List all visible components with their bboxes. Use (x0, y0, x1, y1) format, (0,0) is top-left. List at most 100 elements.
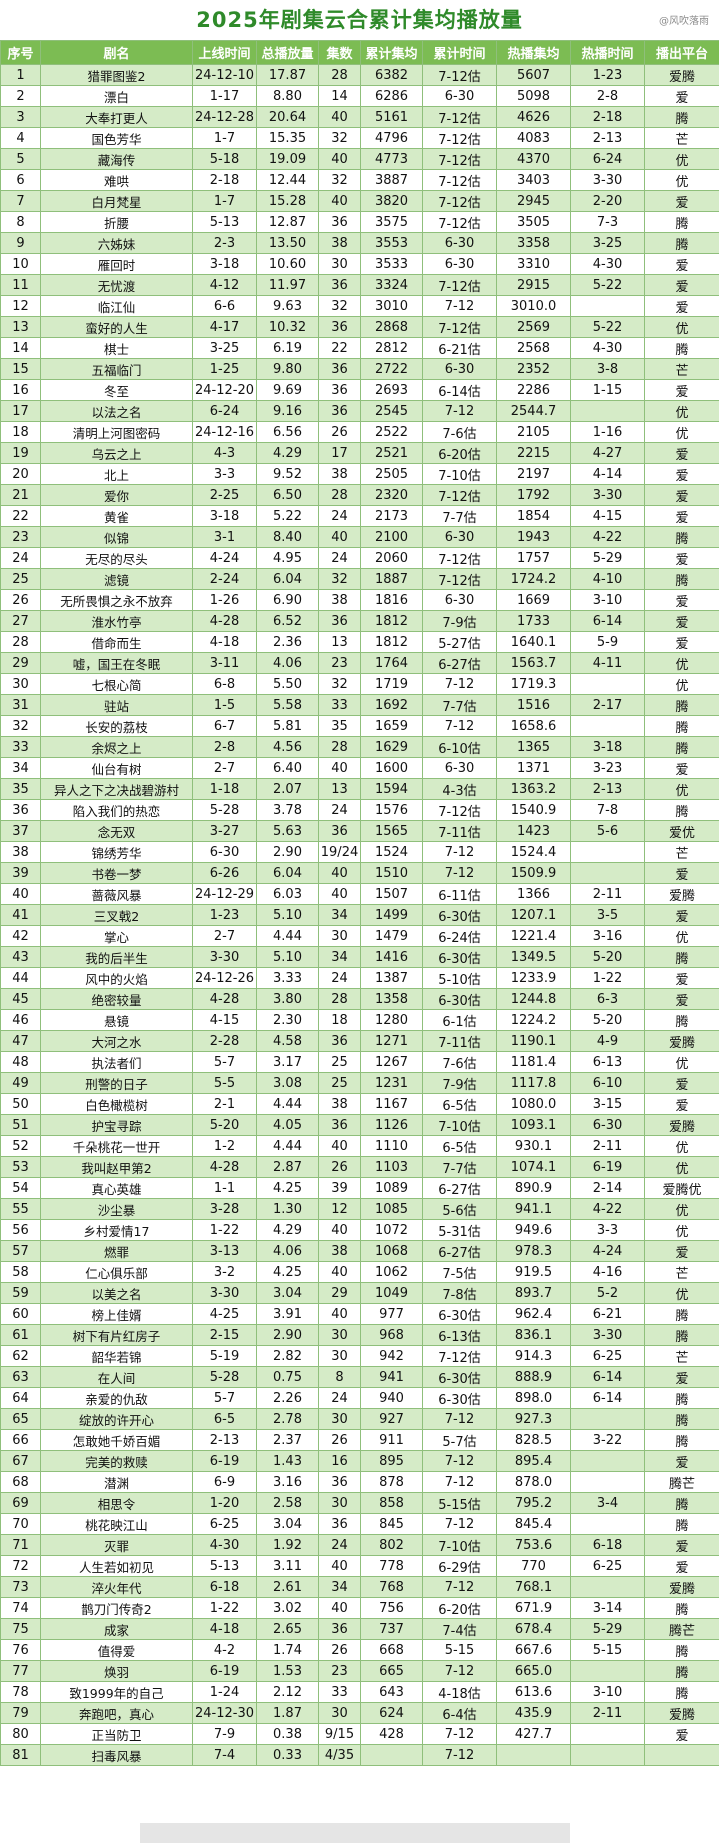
cell-peak-date: 7-3 (570, 211, 645, 233)
cell-peak-avg: 1224.2 (496, 1009, 571, 1031)
cell-cumulative-date: 7-5估 (422, 1261, 497, 1283)
cell-total-views: 2.26 (256, 1387, 319, 1409)
cell-cumulative-avg: 428 (360, 1723, 423, 1745)
cell-release-date: 3-25 (192, 337, 257, 359)
cell-release-date: 3-18 (192, 505, 257, 527)
cell-cumulative-date: 7-12估 (422, 211, 497, 233)
cell-title: 黄雀 (40, 505, 193, 527)
table-row: 42 掌心 2-7 4.44 30 1479 6-24估 1221.4 3-16 优 (0, 925, 719, 947)
cell-peak-avg: 1640.1 (496, 631, 571, 653)
cell-total-views: 8.80 (256, 85, 319, 107)
cell-cumulative-avg: 2505 (360, 463, 423, 485)
cell-total-views: 8.40 (256, 526, 319, 548)
cell-index: 27 (0, 610, 41, 632)
cell-index: 50 (0, 1093, 41, 1115)
cell-index: 32 (0, 715, 41, 737)
cell-platform: 爱腾 (644, 1702, 719, 1724)
cell-peak-date: 1-23 (570, 64, 645, 86)
cell-index: 36 (0, 799, 41, 821)
cell-cumulative-date: 6-30估 (422, 946, 497, 968)
cell-cumulative-avg: 1167 (360, 1093, 423, 1115)
cell-peak-date: 6-10 (570, 1072, 645, 1094)
cell-episodes: 26 (318, 1639, 361, 1661)
cell-peak-avg: 3403 (496, 169, 571, 191)
cell-title: 余烬之上 (40, 736, 193, 758)
cell-total-views: 0.75 (256, 1366, 319, 1388)
cell-title: 我的后半生 (40, 946, 193, 968)
cell-total-views: 0.33 (256, 1744, 319, 1766)
cell-title: 焕羽 (40, 1660, 193, 1682)
cell-total-views: 6.04 (256, 862, 319, 884)
cell-index: 58 (0, 1261, 41, 1283)
cell-peak-date: 4-11 (570, 652, 645, 674)
cell-cumulative-date: 6-14估 (422, 379, 497, 401)
cell-episodes: 36 (318, 1513, 361, 1535)
cell-title: 书卷一梦 (40, 862, 193, 884)
cell-platform: 爱 (644, 757, 719, 779)
cell-episodes: 36 (318, 316, 361, 338)
cell-cumulative-avg: 1267 (360, 1051, 423, 1073)
table-row: 51 护宝寻踪 5-20 4.05 36 1126 7-10估 1093.1 6-30 爱腾 (0, 1114, 719, 1136)
cell-platform: 爱 (644, 442, 719, 464)
cell-platform: 爱 (644, 379, 719, 401)
cell-cumulative-avg: 1812 (360, 631, 423, 653)
cell-platform: 优 (644, 652, 719, 674)
cell-peak-avg: 3358 (496, 232, 571, 254)
table-row: 80 正当防卫 7-9 0.38 9/15 428 7-12 427.7 爱 (0, 1723, 719, 1745)
cell-episodes: 8 (318, 1366, 361, 1388)
cell-index: 72 (0, 1555, 41, 1577)
cell-platform: 腾 (644, 736, 719, 758)
cell-total-views: 12.44 (256, 169, 319, 191)
cell-cumulative-date: 7-10估 (422, 463, 497, 485)
cell-cumulative-avg: 3887 (360, 169, 423, 191)
table-row: 55 沙尘暴 3-28 1.30 12 1085 5-6估 941.1 4-22 优 (0, 1198, 719, 1220)
cell-cumulative-date: 4-3估 (422, 778, 497, 800)
cell-cumulative-avg: 778 (360, 1555, 423, 1577)
cell-cumulative-avg: 1816 (360, 589, 423, 611)
cell-peak-avg: 1757 (496, 547, 571, 569)
table-row: 18 清明上河图密码 24-12-16 6.56 26 2522 7-6估 2105 1-16 优 (0, 421, 719, 443)
cell-episodes: 38 (318, 1240, 361, 1262)
cell-cumulative-date: 5-15估 (422, 1492, 497, 1514)
cell-peak-date: 2-11 (570, 1702, 645, 1724)
cell-episodes: 28 (318, 64, 361, 86)
cell-platform: 优 (644, 169, 719, 191)
cell-cumulative-date: 7-12 (422, 1450, 497, 1472)
cell-total-views: 5.58 (256, 694, 319, 716)
cell-episodes: 17 (318, 442, 361, 464)
cell-title: 棋士 (40, 337, 193, 359)
cell-episodes: 13 (318, 778, 361, 800)
table-row: 53 我叫赵甲第2 4-28 2.87 26 1103 7-7估 1074.1 6-19 优 (0, 1156, 719, 1178)
cell-episodes: 25 (318, 1051, 361, 1073)
cell-title: 藏海传 (40, 148, 193, 170)
cell-platform: 腾 (644, 694, 719, 716)
cell-platform: 腾 (644, 1597, 719, 1619)
cell-peak-avg: 2915 (496, 274, 571, 296)
table-row: 35 异人之下之决战碧游村 1-18 2.07 13 1594 4-3估 1363.2 2-13… (0, 778, 719, 800)
cell-cumulative-date: 5-27估 (422, 631, 497, 653)
header-peak-avg: 热播集均 (496, 40, 571, 65)
cell-cumulative-date: 6-30估 (422, 1303, 497, 1325)
cell-total-views: 2.36 (256, 631, 319, 653)
header-peak-date: 热播时间 (570, 40, 645, 65)
cell-platform: 爱腾 (644, 1114, 719, 1136)
cell-platform: 爱腾 (644, 883, 719, 905)
cell-total-views: 2.61 (256, 1576, 319, 1598)
cell-total-views: 2.82 (256, 1345, 319, 1367)
header-title: 剧名 (40, 40, 193, 65)
cell-total-views: 1.74 (256, 1639, 319, 1661)
cell-episodes: 28 (318, 484, 361, 506)
cell-episodes: 36 (318, 820, 361, 842)
cell-total-views: 12.87 (256, 211, 319, 233)
cell-episodes: 36 (318, 1618, 361, 1640)
cell-episodes: 23 (318, 1660, 361, 1682)
cell-total-views: 3.08 (256, 1072, 319, 1094)
cell-cumulative-avg: 1062 (360, 1261, 423, 1283)
cell-peak-date: 4-24 (570, 1240, 645, 1262)
cell-cumulative-date: 6-30估 (422, 1387, 497, 1409)
cell-peak-avg: 962.4 (496, 1303, 571, 1325)
cell-cumulative-avg: 1387 (360, 967, 423, 989)
cell-title: 悬镜 (40, 1009, 193, 1031)
cell-peak-avg: 919.5 (496, 1261, 571, 1283)
cell-release-date: 1-26 (192, 589, 257, 611)
